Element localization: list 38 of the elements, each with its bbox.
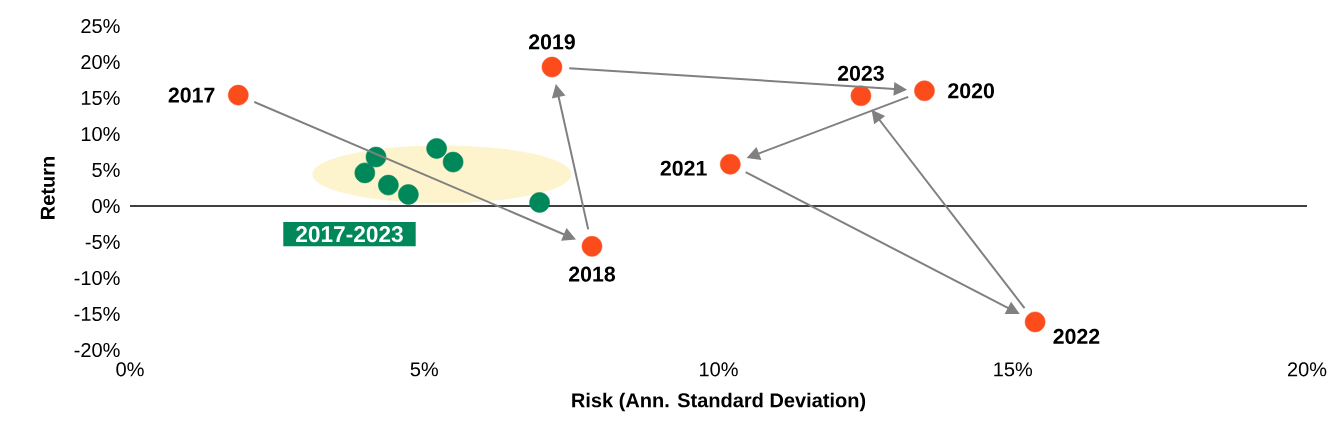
point: [354, 162, 376, 184]
annotation: 2021: [660, 160, 707, 176]
y-tick-label: -5%: [85, 234, 120, 250]
annotation: 2017-2023: [296, 226, 403, 243]
point: [529, 192, 550, 213]
x-tick-label: 10%: [700, 362, 738, 377]
point: [914, 80, 935, 102]
x-tick-label: 5%: [410, 362, 438, 377]
y-tick-label: -10%: [74, 270, 120, 286]
y-tick-label: 25%: [81, 18, 120, 34]
x-tick-label: 15%: [994, 362, 1033, 377]
x-tick-label: 0%: [116, 362, 144, 377]
point: [720, 153, 741, 175]
point: [378, 174, 399, 196]
point: [850, 85, 872, 107]
y-tick-label: 20%: [81, 54, 120, 70]
point: [228, 84, 249, 106]
annotation: 2017: [168, 87, 215, 103]
y-tick-label: -20%: [74, 342, 120, 358]
x-tick-label: 20%: [1288, 362, 1327, 377]
y-axis-title: Return: [40, 157, 55, 219]
y-tick-label: 0%: [92, 198, 120, 214]
y-tick-label: 15%: [81, 90, 120, 106]
x-axis-title: Risk (Ann. Standard Deviation): [572, 392, 866, 412]
y-tick-label: 5%: [92, 162, 120, 178]
point: [426, 138, 447, 159]
y-tick-label: -15%: [74, 306, 120, 322]
point: [581, 236, 603, 257]
annotation: 2020: [948, 83, 994, 99]
point: [541, 56, 563, 78]
point: [398, 184, 419, 205]
annotation: 2019: [528, 34, 575, 50]
annotation: 2022: [1053, 328, 1100, 344]
annotation: 2023: [837, 65, 884, 81]
y-tick-label: 10%: [81, 126, 120, 142]
point: [442, 151, 464, 173]
annotation: 2018: [568, 266, 616, 282]
point: [1024, 311, 1046, 333]
